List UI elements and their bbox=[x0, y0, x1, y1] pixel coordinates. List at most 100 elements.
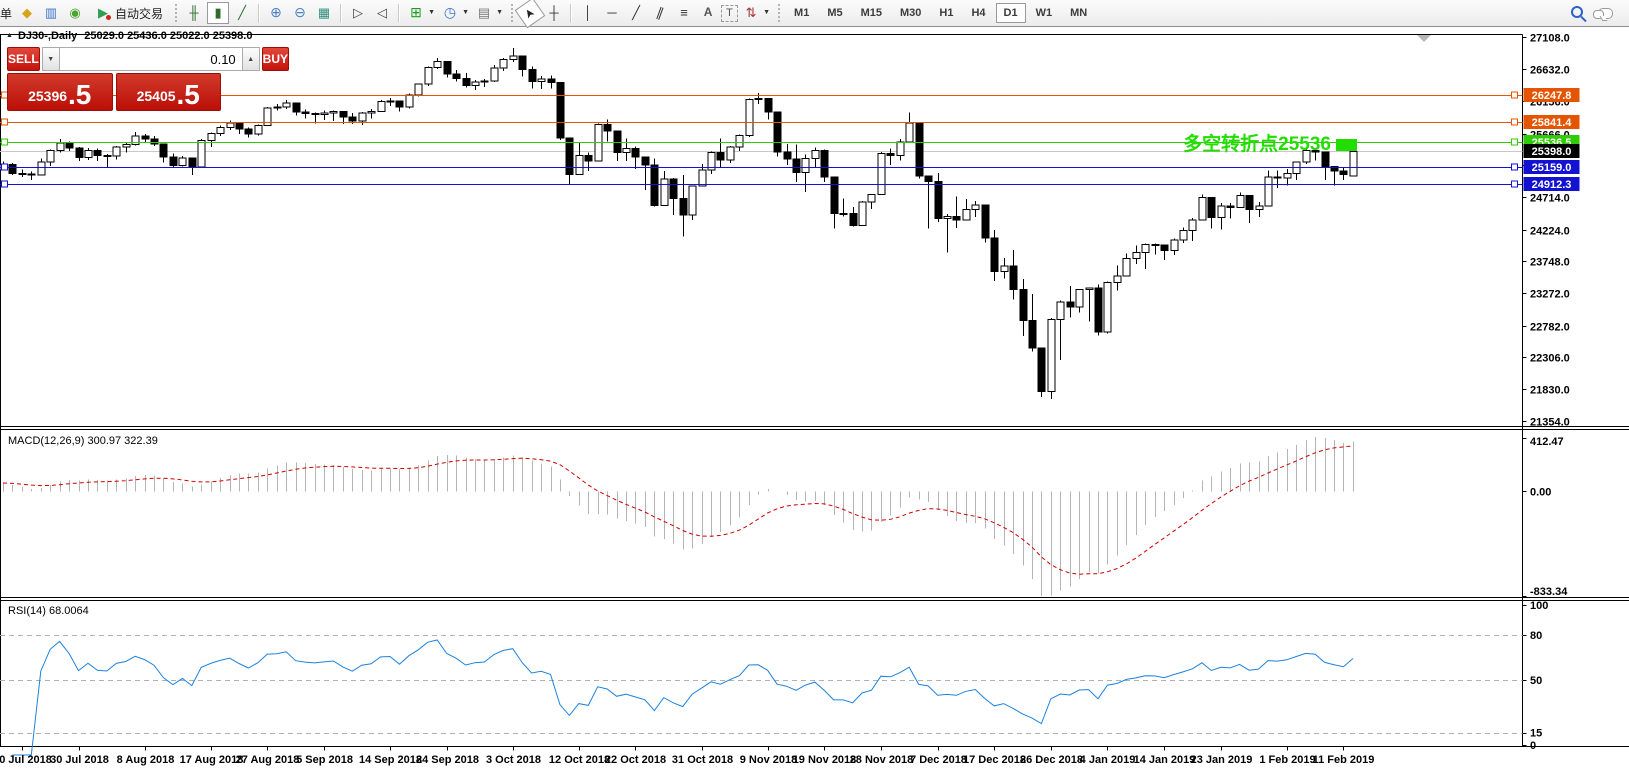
candle-body bbox=[754, 98, 763, 101]
timeframe-m30[interactable]: M30 bbox=[900, 7, 922, 19]
autotrade-button[interactable]: ▶ 自动交易 bbox=[87, 1, 170, 25]
buy-price-pips: .5 bbox=[176, 79, 200, 110]
line-handle[interactable] bbox=[1, 118, 8, 126]
candlestick-icon[interactable]: ▮ bbox=[207, 2, 230, 24]
candle-body bbox=[877, 153, 886, 196]
candle-body bbox=[1000, 265, 1009, 273]
date-label: 20 Jul 2018 bbox=[0, 754, 52, 766]
bar-chart-icon[interactable]: ╫ bbox=[189, 5, 199, 20]
line-handle[interactable] bbox=[1511, 163, 1518, 171]
sell-button[interactable]: SELL bbox=[7, 47, 40, 71]
timeframe-w1[interactable]: W1 bbox=[1035, 7, 1053, 19]
vline-icon[interactable]: │ bbox=[583, 5, 593, 20]
candle-body bbox=[150, 138, 159, 145]
macd-signal-line bbox=[2, 445, 1353, 575]
annotation-marker[interactable] bbox=[1336, 139, 1357, 151]
autoscroll-icon[interactable]: ▷ bbox=[353, 5, 364, 20]
cursor-icon[interactable]: ➤ bbox=[514, 0, 546, 29]
one-click-trading-panel: SELL ▼ ▲ BUY 25396.5 25405.5 bbox=[7, 47, 290, 111]
sell-price-box[interactable]: 25396.5 bbox=[7, 73, 113, 111]
svg-text:26247.8: 26247.8 bbox=[1532, 90, 1572, 102]
tile-windows-icon[interactable]: ▦ bbox=[317, 5, 331, 20]
zoom-out-icon[interactable]: ⊖ bbox=[294, 4, 306, 20]
timeframe-mn[interactable]: MN bbox=[1070, 7, 1088, 19]
search-icon[interactable] bbox=[1571, 6, 1583, 18]
collapse-icon[interactable]: ▲ bbox=[6, 32, 13, 39]
candles bbox=[0, 47, 1358, 399]
zoom-in-icon[interactable]: ⊕ bbox=[270, 4, 282, 20]
volume-decrease-button[interactable]: ▼ bbox=[41, 47, 60, 71]
indicators-icon[interactable]: ⊞ bbox=[410, 4, 422, 20]
line-chart-icon[interactable]: ╱ bbox=[238, 5, 246, 20]
volume-input[interactable] bbox=[59, 47, 242, 71]
chart-shift-marker[interactable] bbox=[1417, 35, 1431, 42]
candle-body bbox=[622, 147, 631, 154]
date-label: 23 Jan 2019 bbox=[1191, 754, 1253, 766]
line-handle[interactable] bbox=[1, 180, 8, 188]
crosshair-icon[interactable]: ┼ bbox=[549, 5, 559, 20]
hline-icon[interactable]: ─ bbox=[607, 5, 617, 20]
new-order-icon[interactable]: ◆ bbox=[22, 5, 33, 20]
date-label: 28 Nov 2018 bbox=[850, 754, 914, 766]
candle-body bbox=[537, 78, 546, 83]
price-axis: 27108.026632.026156.025666.025190.024714… bbox=[1522, 33, 1570, 429]
toolbar-separator bbox=[570, 3, 573, 23]
price-badge bbox=[1523, 160, 1580, 174]
chart-shift-icon[interactable]: ◁ bbox=[377, 5, 388, 20]
label-icon[interactable]: T bbox=[721, 4, 739, 22]
market-watch-icon[interactable]: ▥ bbox=[44, 5, 58, 20]
date-label: 8 Aug 2018 bbox=[117, 754, 175, 766]
dropdown-caret-icon[interactable]: ▼ bbox=[763, 9, 770, 16]
autotrade-icon: ▶ bbox=[92, 2, 114, 24]
candle-body bbox=[462, 78, 471, 87]
candle-body bbox=[27, 173, 36, 176]
timeframe-m1[interactable]: M1 bbox=[794, 7, 810, 19]
price-badge bbox=[1523, 88, 1580, 102]
annotation-text[interactable]: 多空转折点25536 bbox=[1183, 132, 1331, 155]
template-icon[interactable]: ▤ bbox=[477, 5, 491, 20]
candle-body bbox=[811, 149, 820, 160]
trendline-icon[interactable]: ╱ bbox=[632, 5, 640, 20]
clock-icon[interactable]: ◷ bbox=[443, 4, 457, 20]
candle-body bbox=[801, 158, 810, 174]
sell-price-pips: .5 bbox=[68, 79, 92, 110]
signals-icon[interactable]: ◉ bbox=[69, 5, 81, 20]
timeframe-h4[interactable]: H4 bbox=[971, 7, 986, 19]
line-handle[interactable] bbox=[1511, 180, 1518, 188]
dropdown-caret-icon[interactable]: ▼ bbox=[496, 9, 503, 16]
candle-body bbox=[499, 59, 508, 69]
channel-icon[interactable]: ∥ bbox=[654, 4, 666, 21]
text-icon[interactable]: A bbox=[703, 5, 713, 19]
chat-icon[interactable] bbox=[1593, 7, 1613, 19]
timeframe-m5[interactable]: M5 bbox=[827, 7, 843, 19]
timeframe-d1[interactable]: D1 bbox=[995, 3, 1026, 23]
candle-body bbox=[603, 124, 612, 132]
line-handle[interactable] bbox=[1, 163, 8, 171]
new-order-partial-label[interactable]: 单 bbox=[0, 6, 13, 21]
chart-frame bbox=[0, 34, 1629, 747]
candle-body bbox=[735, 135, 744, 148]
line-handle[interactable] bbox=[1511, 138, 1518, 146]
timeframe-h1[interactable]: H1 bbox=[939, 7, 954, 19]
arrows-icon[interactable]: ⇅ bbox=[745, 5, 757, 20]
line-handle[interactable] bbox=[1511, 118, 1518, 126]
svg-text:0: 0 bbox=[1530, 740, 1536, 752]
volume-increase-button[interactable]: ▲ bbox=[241, 47, 260, 71]
candle-body bbox=[1349, 150, 1358, 177]
toolbar-separator bbox=[258, 3, 261, 23]
dropdown-caret-icon[interactable]: ▼ bbox=[428, 9, 435, 16]
candle-body bbox=[764, 98, 773, 113]
buy-price-box[interactable]: 25405.5 bbox=[115, 73, 221, 111]
line-handle[interactable] bbox=[1, 138, 8, 146]
candle-body bbox=[1188, 219, 1197, 232]
candle-body bbox=[490, 67, 499, 82]
candle-body bbox=[1028, 319, 1037, 349]
dropdown-caret-icon[interactable]: ▼ bbox=[462, 9, 469, 16]
fibonacci-icon[interactable]: ≡ bbox=[680, 5, 688, 20]
timeframe-m15[interactable]: M15 bbox=[860, 7, 882, 19]
candle-body bbox=[103, 155, 112, 158]
candle-body bbox=[1236, 194, 1245, 209]
buy-button[interactable]: BUY bbox=[261, 47, 290, 71]
line-handle[interactable] bbox=[1511, 91, 1518, 99]
